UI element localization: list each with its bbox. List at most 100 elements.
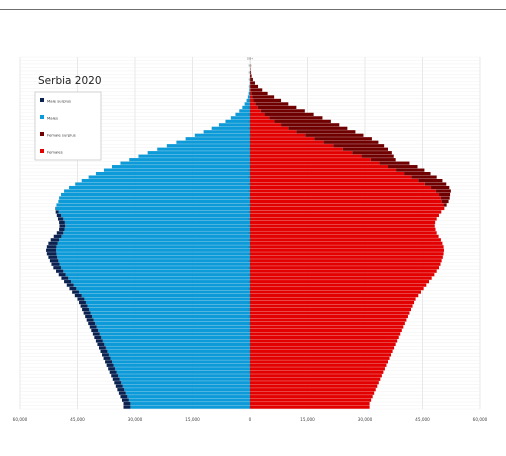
female-bar [250, 290, 421, 294]
female-bar [250, 133, 306, 137]
age-label: 74 [249, 148, 252, 151]
female-bar [250, 102, 256, 106]
male-bar [89, 307, 250, 312]
male-bar [58, 259, 251, 263]
age-label: 98 [249, 65, 252, 68]
male-bar [115, 367, 250, 371]
female-surplus-bar [388, 165, 418, 169]
male-bar [63, 269, 250, 273]
male-bar [64, 220, 250, 225]
male-surplus-bar [66, 283, 74, 287]
age-label: 56 [249, 211, 252, 214]
female-surplus-bar [404, 172, 431, 176]
age-label: 0 [249, 406, 251, 409]
female-bar [250, 154, 362, 158]
male-surplus-bar [72, 290, 80, 294]
male-bar [239, 109, 250, 113]
male-bar [65, 273, 250, 277]
male-surplus-bar [79, 300, 86, 305]
female-bar [250, 189, 436, 193]
female-bar [250, 231, 437, 235]
female-surplus-bar [255, 102, 289, 106]
female-bar [250, 318, 407, 322]
age-label: 78 [249, 134, 252, 137]
male-bar [58, 199, 251, 204]
female-bar [250, 381, 379, 385]
female-bar [250, 105, 258, 109]
female-bar [250, 88, 251, 92]
age-label: 22 [249, 330, 252, 333]
age-label: 28 [249, 309, 252, 312]
age-label: 50 [249, 232, 252, 235]
female-bar [250, 259, 442, 263]
male-bar [157, 147, 250, 151]
male-bar [203, 130, 250, 134]
female-bar [250, 314, 408, 319]
male-surplus-bar [108, 367, 116, 371]
female-bar [250, 342, 396, 346]
female-surplus-bar [250, 74, 252, 78]
male-bar [107, 349, 251, 353]
age-label: 40 [249, 267, 252, 270]
age-label: 72 [249, 155, 252, 158]
male-bar [95, 172, 251, 176]
male-surplus-bar [82, 307, 89, 312]
female-bar [250, 112, 265, 116]
male-bar [101, 335, 251, 340]
male-surplus-bar [56, 269, 64, 273]
male-surplus-bar [120, 395, 128, 399]
male-bar [87, 304, 250, 308]
male-bar [218, 123, 250, 127]
female-bar [250, 293, 419, 298]
female-bar [250, 304, 413, 308]
male-bar [61, 192, 251, 197]
male-bar [129, 158, 250, 162]
male-surplus-bar [46, 252, 57, 256]
legend-label: Males [47, 116, 58, 121]
male-bar [121, 381, 250, 385]
female-bar [250, 175, 412, 179]
age-label: 6 [249, 385, 251, 388]
age-label: 16 [249, 350, 252, 353]
female-bar [250, 161, 380, 165]
male-surplus-bar [106, 363, 114, 367]
legend-box [34, 91, 102, 161]
female-bar [250, 252, 444, 256]
female-bar [250, 395, 373, 399]
female-bar [250, 321, 405, 326]
age-label: 14 [249, 357, 252, 360]
age-label: 54 [249, 218, 252, 221]
female-bar [250, 147, 343, 151]
male-bar [99, 332, 250, 336]
female-surplus-bar [379, 161, 410, 165]
x-tick-labels: 60,000 45,000 30,000 15,000 0 15,000 30,000 45,… [13, 417, 488, 422]
male-surplus-bar [109, 370, 117, 374]
female-surplus-bar [411, 175, 437, 179]
male-bar [75, 182, 250, 186]
male-bar [96, 325, 251, 329]
male-bar [56, 203, 250, 207]
female-bar [250, 130, 297, 134]
male-bar [194, 133, 250, 137]
x-tick-label: 15,000 [185, 417, 200, 422]
age-label: 94 [249, 79, 252, 82]
female-bar [250, 210, 442, 214]
male-bar [230, 116, 250, 120]
female-surplus-bar [274, 119, 331, 123]
male-bar [176, 140, 250, 144]
male-bar [103, 168, 250, 172]
female-surplus-bar [252, 95, 275, 99]
female-bar [250, 262, 441, 266]
female-surplus-bar [250, 81, 255, 85]
age-label: 34 [249, 288, 252, 291]
female-bar [250, 238, 441, 242]
female-bar [250, 388, 376, 392]
female-surplus-bar [250, 88, 263, 92]
male-surplus-bar [85, 314, 93, 319]
male-bar [130, 402, 250, 406]
female-bar [250, 234, 439, 238]
female-surplus-bar [438, 192, 451, 197]
female-surplus-bar [418, 178, 443, 183]
legend-item-males: Males [40, 115, 58, 121]
male-bar [55, 206, 251, 211]
